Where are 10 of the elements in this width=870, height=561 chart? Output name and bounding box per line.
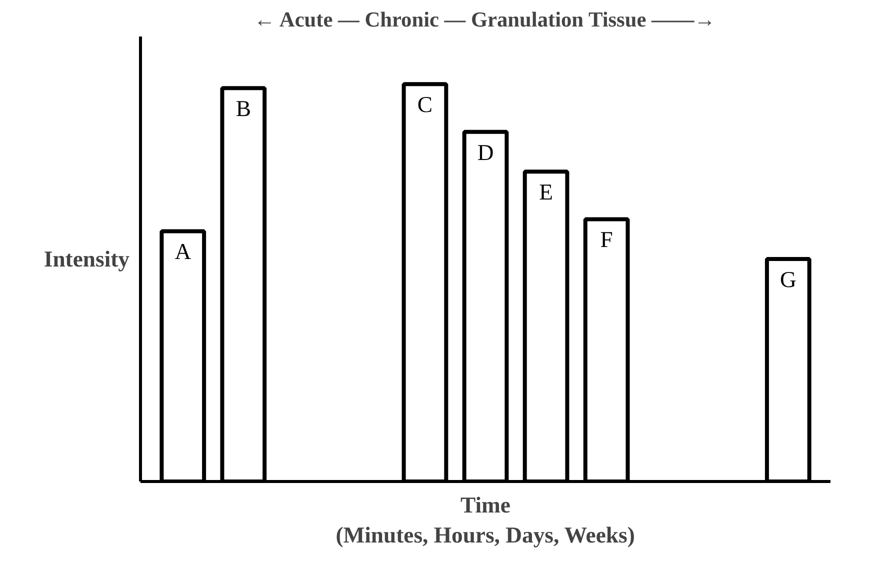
y-axis-title: Intensity xyxy=(44,246,130,272)
x-tick-label: B xyxy=(236,96,251,122)
x-axis-title: Time (Minutes, Hours, Days, Weeks) xyxy=(336,492,635,548)
x-tick-label: E xyxy=(539,180,553,205)
x-tick-label: G xyxy=(780,266,796,292)
x-tick-label: F xyxy=(600,227,613,252)
text: ← Acute — Chronic — Granulation Tissue ——→ xyxy=(254,8,716,32)
x-tick-label: A xyxy=(174,239,192,264)
x-tick-label: D xyxy=(477,140,494,165)
x-tick-label: C xyxy=(417,92,433,118)
